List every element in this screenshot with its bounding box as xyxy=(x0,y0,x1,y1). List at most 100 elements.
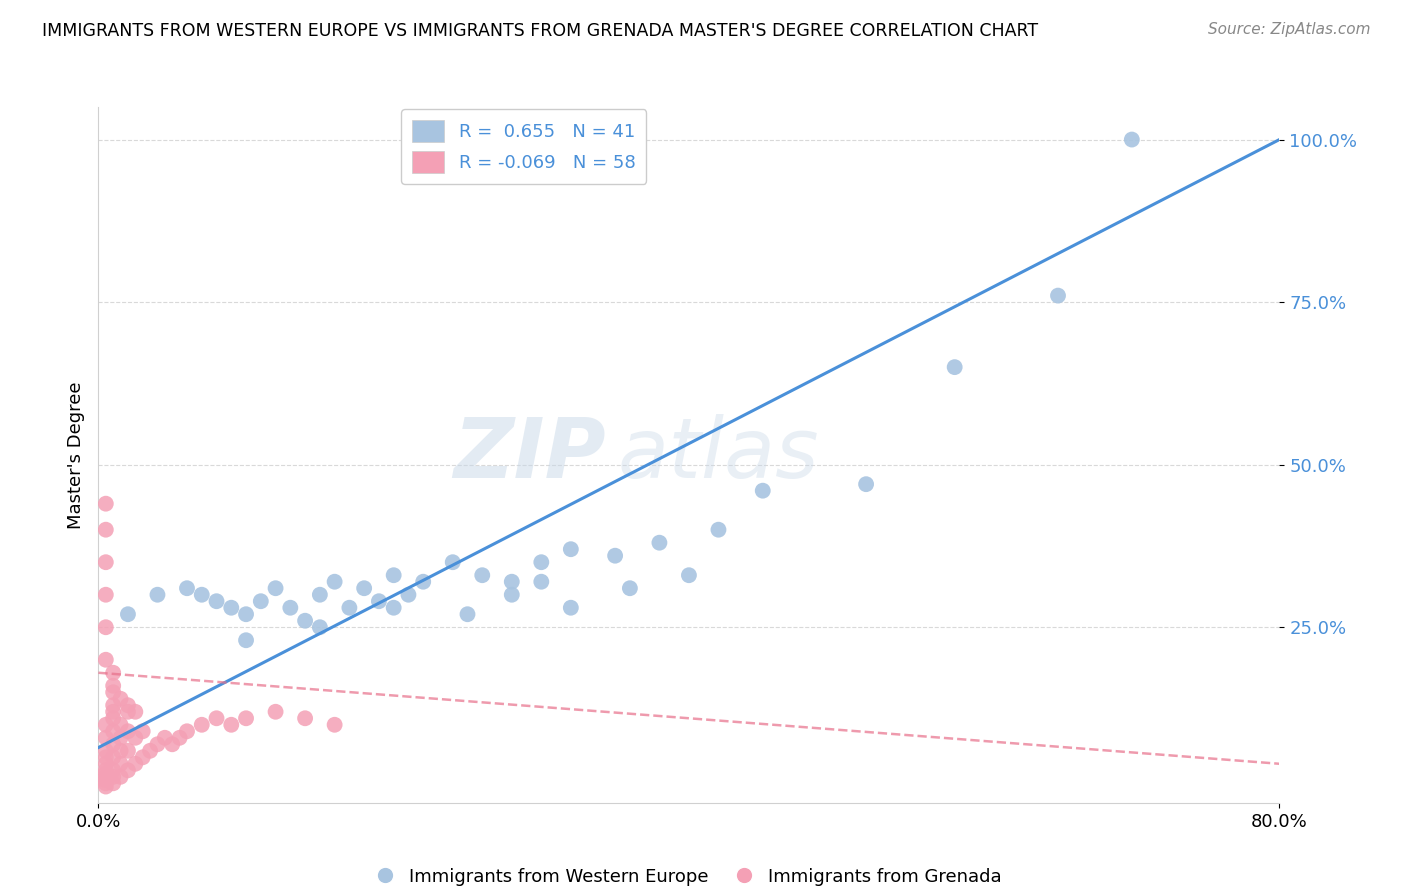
Point xyxy=(235,711,257,725)
Point xyxy=(162,737,183,751)
Point xyxy=(110,731,132,745)
Text: ZIP: ZIP xyxy=(454,415,606,495)
Point xyxy=(382,568,405,582)
Point xyxy=(103,737,125,751)
Point xyxy=(103,679,125,693)
Point xyxy=(205,594,228,608)
Point xyxy=(396,588,419,602)
Point xyxy=(235,633,257,648)
Point xyxy=(309,620,332,634)
Point xyxy=(353,581,375,595)
Text: Source: ZipAtlas.com: Source: ZipAtlas.com xyxy=(1208,22,1371,37)
Point xyxy=(191,588,214,602)
Point xyxy=(441,555,464,569)
Point xyxy=(94,772,117,787)
Point xyxy=(250,594,273,608)
Point xyxy=(1046,288,1069,302)
Point xyxy=(501,574,523,589)
Point xyxy=(619,581,641,595)
Point xyxy=(94,770,117,784)
Point xyxy=(117,744,139,758)
Point xyxy=(235,607,257,622)
Point xyxy=(117,705,139,719)
Point xyxy=(94,718,117,732)
Legend: Immigrants from Western Europe, Immigrants from Grenada: Immigrants from Western Europe, Immigran… xyxy=(370,861,1008,892)
Point xyxy=(191,718,214,732)
Text: atlas: atlas xyxy=(619,415,820,495)
Point xyxy=(110,744,132,758)
Point xyxy=(132,750,155,764)
Point xyxy=(169,731,191,745)
Point xyxy=(176,724,198,739)
Point xyxy=(530,574,553,589)
Point xyxy=(219,718,242,732)
Point xyxy=(309,588,332,602)
Point xyxy=(94,731,117,745)
Point xyxy=(124,731,146,745)
Point xyxy=(146,588,169,602)
Point xyxy=(139,744,162,758)
Point xyxy=(176,581,198,595)
Point xyxy=(205,711,228,725)
Point xyxy=(117,607,139,622)
Point xyxy=(146,737,169,751)
Point xyxy=(124,705,146,719)
Point xyxy=(678,568,700,582)
Point xyxy=(103,776,125,790)
Point xyxy=(368,594,391,608)
Point xyxy=(94,555,117,569)
Point xyxy=(560,600,582,615)
Point xyxy=(94,756,117,771)
Point xyxy=(337,600,360,615)
Point xyxy=(110,770,132,784)
Point xyxy=(103,705,125,719)
Point xyxy=(707,523,730,537)
Point xyxy=(751,483,773,498)
Point xyxy=(943,360,966,375)
Point xyxy=(501,588,523,602)
Point xyxy=(103,724,125,739)
Point xyxy=(219,600,242,615)
Point xyxy=(530,555,553,569)
Point xyxy=(94,766,117,780)
Point xyxy=(456,607,478,622)
Point xyxy=(1121,132,1143,146)
Point xyxy=(94,780,117,794)
Point xyxy=(412,574,434,589)
Point xyxy=(648,535,671,549)
Point xyxy=(117,698,139,713)
Point xyxy=(110,718,132,732)
Point xyxy=(94,764,117,778)
Point xyxy=(94,750,117,764)
Point xyxy=(278,600,302,615)
Point xyxy=(605,549,627,563)
Point xyxy=(294,614,316,628)
Y-axis label: Master's Degree: Master's Degree xyxy=(66,381,84,529)
Point xyxy=(103,764,125,778)
Point xyxy=(124,756,146,771)
Point xyxy=(94,776,117,790)
Point xyxy=(94,523,117,537)
Point xyxy=(560,542,582,557)
Point xyxy=(110,756,132,771)
Point xyxy=(382,600,405,615)
Point xyxy=(103,750,125,764)
Text: IMMIGRANTS FROM WESTERN EUROPE VS IMMIGRANTS FROM GRENADA MASTER'S DEGREE CORREL: IMMIGRANTS FROM WESTERN EUROPE VS IMMIGR… xyxy=(42,22,1038,40)
Point xyxy=(103,698,125,713)
Point xyxy=(264,581,287,595)
Point xyxy=(132,724,155,739)
Point xyxy=(94,744,117,758)
Point xyxy=(103,685,125,699)
Point xyxy=(471,568,494,582)
Point xyxy=(323,574,346,589)
Point xyxy=(323,718,346,732)
Point xyxy=(94,588,117,602)
Point xyxy=(294,711,316,725)
Point xyxy=(117,724,139,739)
Point xyxy=(855,477,877,491)
Point xyxy=(103,770,125,784)
Point xyxy=(264,705,287,719)
Point xyxy=(153,731,176,745)
Point xyxy=(94,620,117,634)
Point xyxy=(103,665,125,680)
